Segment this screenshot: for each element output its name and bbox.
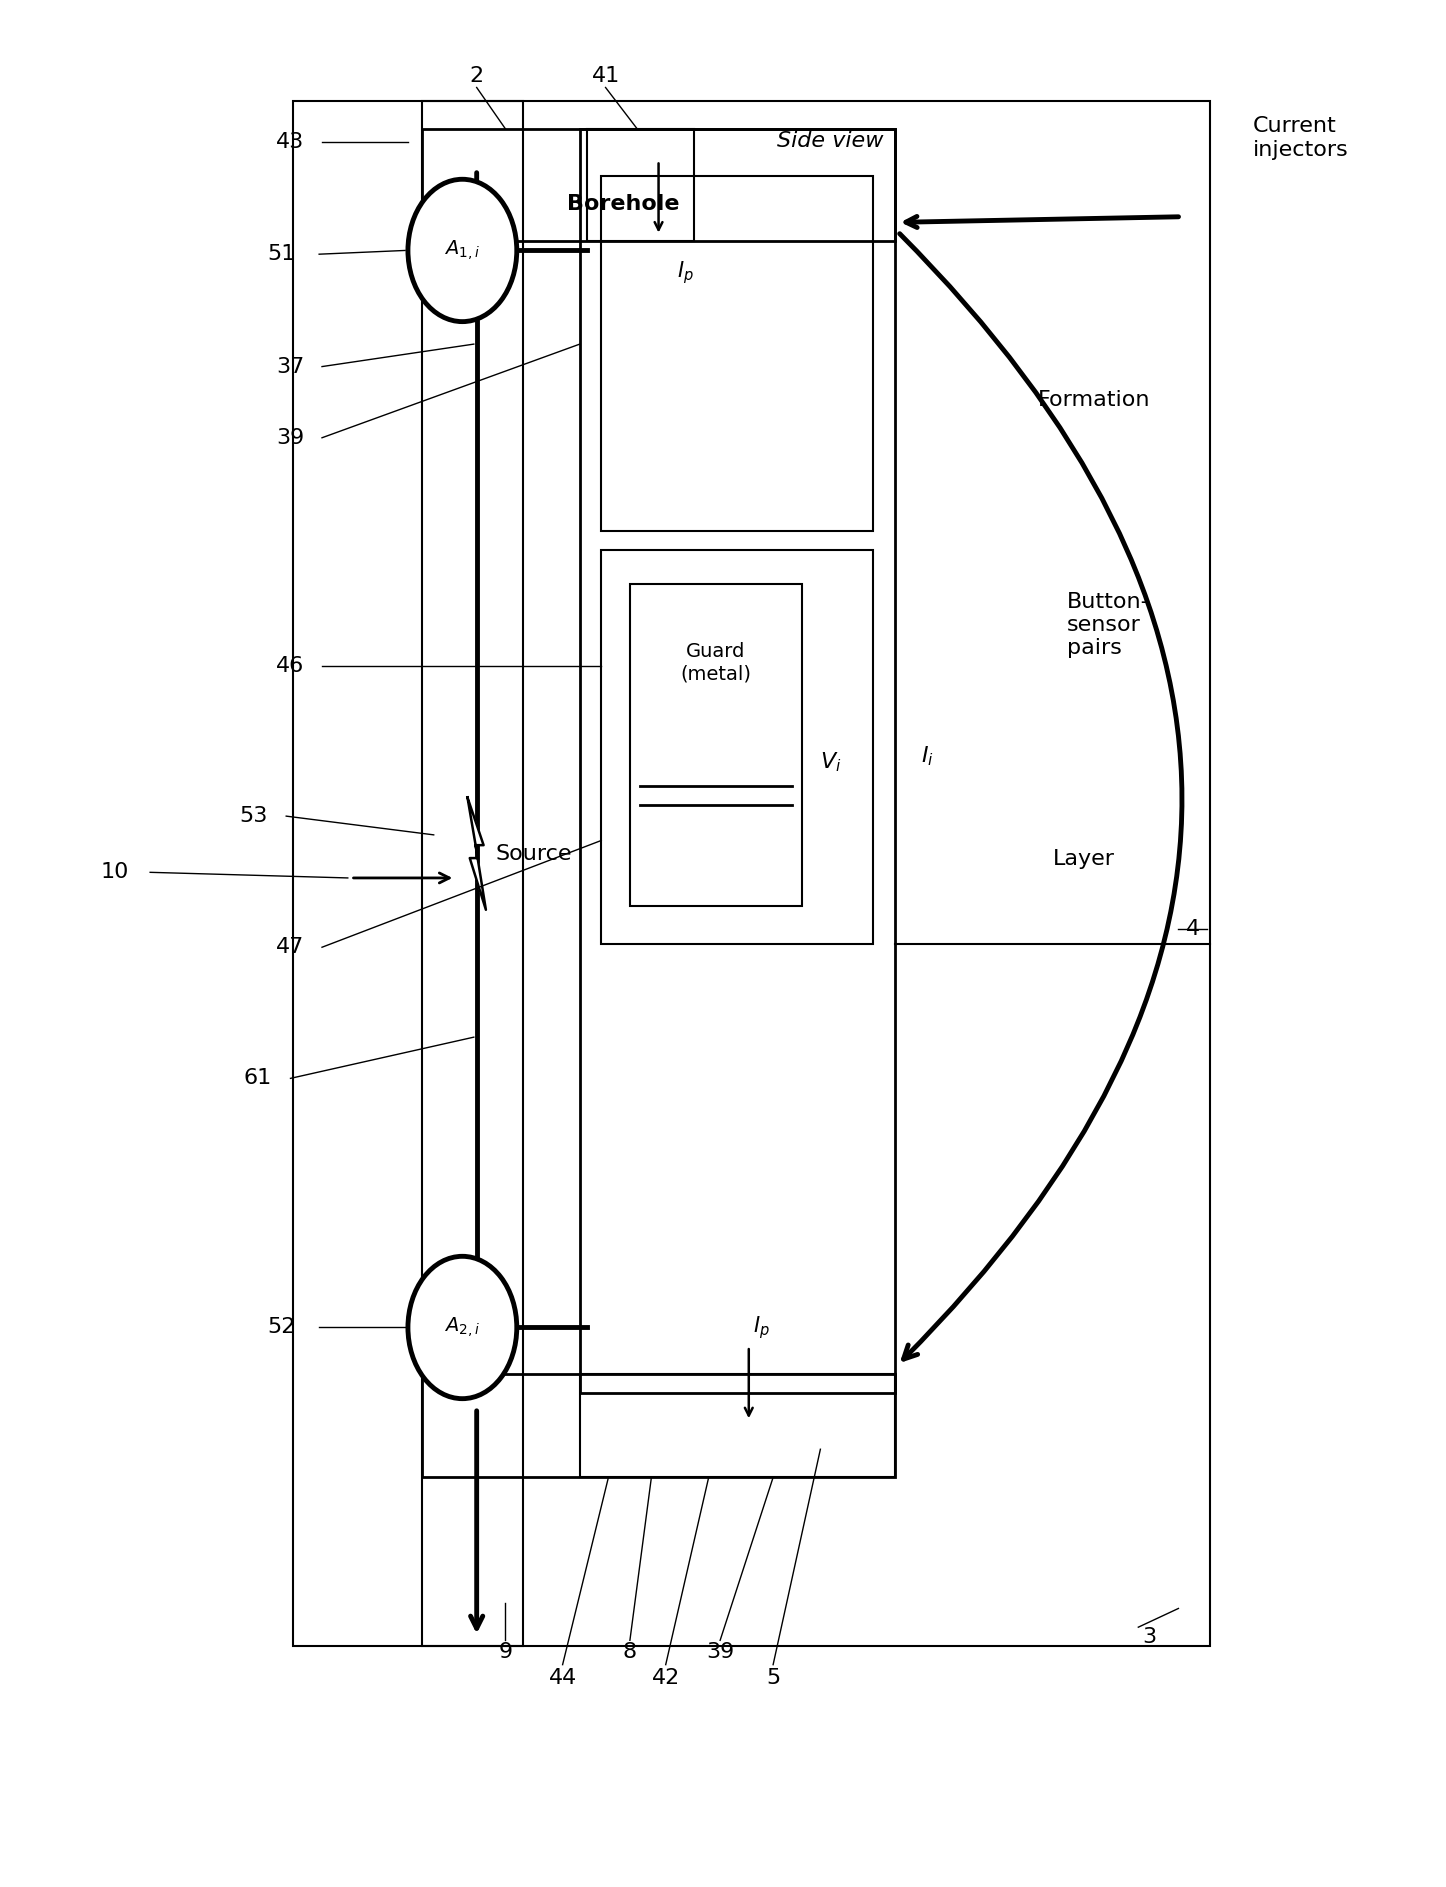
Bar xyxy=(630,583,801,906)
Text: Borehole: Borehole xyxy=(567,194,680,213)
Bar xyxy=(602,175,873,532)
Text: Current
injectors: Current injectors xyxy=(1252,117,1349,160)
Bar xyxy=(422,1374,895,1478)
Text: 41: 41 xyxy=(591,66,620,87)
Text: 2: 2 xyxy=(470,66,484,87)
Text: 39: 39 xyxy=(276,428,305,447)
Text: Side view: Side view xyxy=(777,132,884,151)
Text: 52: 52 xyxy=(268,1317,296,1338)
Bar xyxy=(602,551,873,944)
Text: Button-
sensor
pairs: Button- sensor pairs xyxy=(1067,593,1150,659)
Text: 47: 47 xyxy=(276,938,305,957)
Text: Guard
(metal): Guard (metal) xyxy=(680,642,752,683)
Text: 10: 10 xyxy=(100,862,129,883)
Polygon shape xyxy=(467,798,486,910)
Text: 61: 61 xyxy=(243,1068,272,1089)
Text: 8: 8 xyxy=(623,1642,638,1662)
Text: $I_i$: $I_i$ xyxy=(921,743,934,768)
Text: 39: 39 xyxy=(706,1642,735,1662)
Text: 53: 53 xyxy=(239,806,268,827)
Bar xyxy=(422,128,895,242)
Bar xyxy=(294,100,1210,1645)
Text: 43: 43 xyxy=(276,132,305,151)
Bar xyxy=(580,1374,895,1478)
Text: 9: 9 xyxy=(499,1642,512,1662)
Text: 44: 44 xyxy=(548,1668,577,1687)
Circle shape xyxy=(408,1257,516,1398)
Text: 3: 3 xyxy=(1142,1627,1157,1647)
Bar xyxy=(422,100,522,1645)
Text: 51: 51 xyxy=(268,243,296,264)
Text: $A_{2,i}$: $A_{2,i}$ xyxy=(444,1315,480,1340)
Text: Source: Source xyxy=(496,843,573,864)
Text: $A_{1,i}$: $A_{1,i}$ xyxy=(444,238,480,262)
Text: $V_i$: $V_i$ xyxy=(820,749,842,774)
Bar xyxy=(587,128,694,242)
Bar xyxy=(580,128,895,1393)
Text: Layer: Layer xyxy=(1053,849,1115,870)
Text: 37: 37 xyxy=(276,357,305,377)
Text: 42: 42 xyxy=(652,1668,680,1687)
Circle shape xyxy=(408,179,516,321)
Text: Formation: Formation xyxy=(1038,391,1151,409)
Text: 5: 5 xyxy=(766,1668,781,1687)
Text: $I_p$: $I_p$ xyxy=(677,260,694,287)
Text: 4: 4 xyxy=(1186,919,1200,938)
Text: $I_p$: $I_p$ xyxy=(753,1313,769,1342)
Text: 46: 46 xyxy=(276,657,305,676)
